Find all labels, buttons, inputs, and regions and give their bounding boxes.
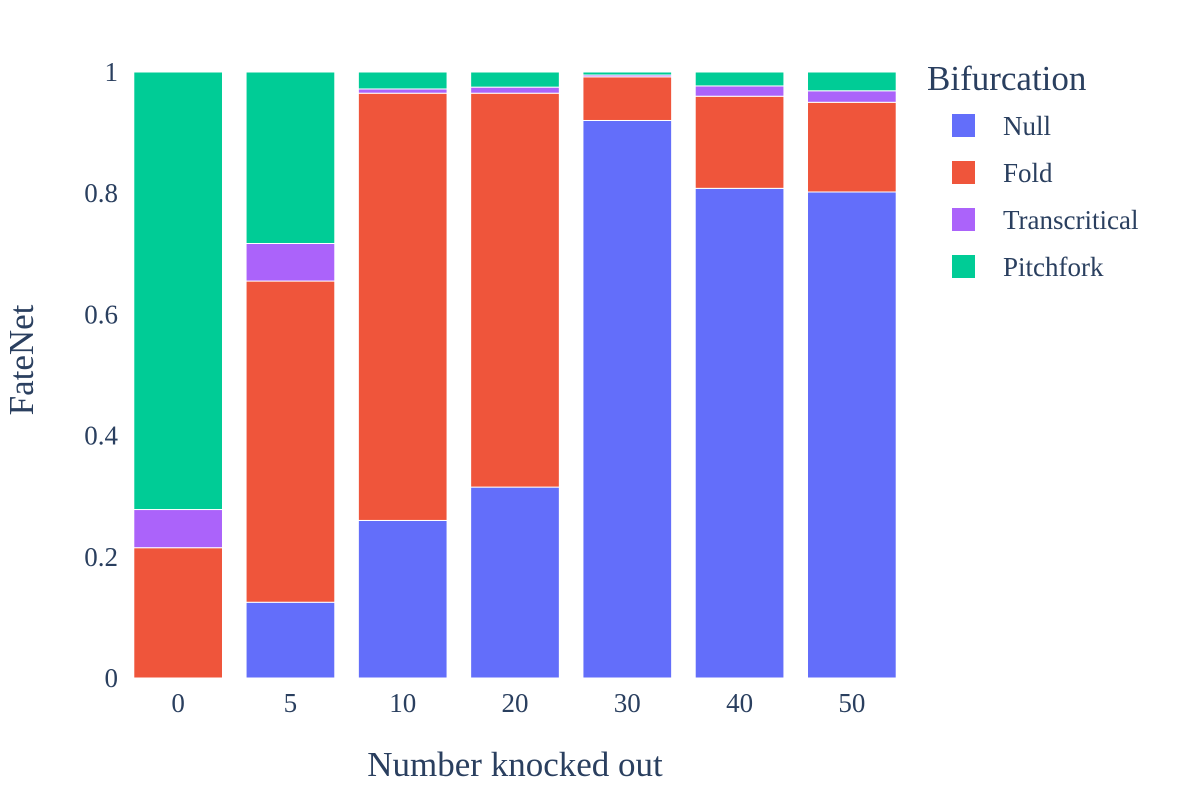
bar-null-40 xyxy=(694,187,785,679)
bar-pitchfork-40 xyxy=(694,71,785,87)
legend-title: Bifurcation xyxy=(927,59,1086,98)
bar-pitchfork-30 xyxy=(582,71,673,76)
legend-label-fold: Fold xyxy=(1003,158,1053,188)
y-axis-title: FateNet xyxy=(2,304,41,415)
legend-swatch-fold xyxy=(952,161,975,184)
x-axis-title: Number knocked out xyxy=(367,745,663,784)
bar-null-50 xyxy=(807,191,897,679)
legend-label-pitchfork: Pitchfork xyxy=(1003,252,1104,282)
bar-pitchfork-20 xyxy=(470,71,560,88)
bar-transcritical-50 xyxy=(807,90,897,103)
bar-transcritical-20 xyxy=(470,86,560,94)
bar-transcritical-5 xyxy=(245,242,336,282)
x-tick-label: 30 xyxy=(614,688,641,718)
bar-pitchfork-5 xyxy=(245,71,336,244)
bar-fold-5 xyxy=(245,280,336,603)
bar-transcritical-10 xyxy=(357,88,448,94)
bar-fold-10 xyxy=(357,92,448,521)
y-tick-label: 1 xyxy=(105,57,119,87)
x-tick-label: 0 xyxy=(171,688,185,718)
bar-fold-0 xyxy=(133,547,223,679)
y-tick-label: 0.6 xyxy=(84,299,118,329)
bar-fold-30 xyxy=(582,76,673,121)
bar-pitchfork-0 xyxy=(133,71,223,511)
bar-null-20 xyxy=(470,486,560,679)
bar-pitchfork-10 xyxy=(357,71,448,90)
x-tick-label: 10 xyxy=(389,688,416,718)
bar-fold-50 xyxy=(807,101,897,193)
bars xyxy=(133,71,897,679)
bar-null-5 xyxy=(245,601,336,679)
bar-fold-20 xyxy=(470,92,560,488)
legend-swatch-null xyxy=(952,114,975,137)
x-tick-label: 5 xyxy=(284,688,298,718)
bar-transcritical-40 xyxy=(694,85,785,97)
x-tick-label: 40 xyxy=(726,688,753,718)
legend-swatch-transcritical xyxy=(952,208,975,231)
legend-swatch-pitchfork xyxy=(952,255,975,278)
x-tick-label: 20 xyxy=(502,688,529,718)
y-tick-label: 0.4 xyxy=(84,421,118,451)
x-tick-label: 50 xyxy=(838,688,865,718)
bar-pitchfork-50 xyxy=(807,71,897,92)
y-tick-label: 0 xyxy=(105,663,119,693)
y-tick-label: 0.8 xyxy=(84,178,118,208)
x-axis-ticks: 0 5 10 20 30 40 50 xyxy=(171,688,865,718)
legend: Bifurcation Null Fold Transcritical Pitchfo… xyxy=(927,59,1138,282)
y-axis-ticks: 0 0.2 0.4 0.6 0.8 1 xyxy=(84,57,118,693)
bar-null-10 xyxy=(357,519,448,679)
legend-label-null: Null xyxy=(1003,111,1051,141)
legend-label-transcritical: Transcritical xyxy=(1003,205,1138,235)
bar-transcritical-0 xyxy=(133,509,223,549)
bar-null-30 xyxy=(582,119,673,679)
bar-fold-40 xyxy=(694,95,785,189)
y-tick-label: 0.2 xyxy=(84,542,118,572)
